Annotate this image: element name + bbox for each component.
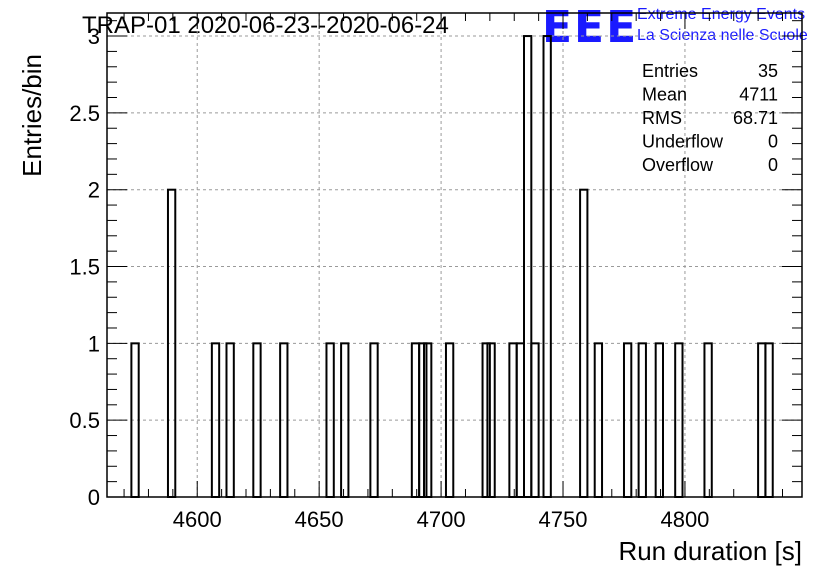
y-tick-label-2: 1 bbox=[88, 331, 100, 356]
y-tick-label-1: 0.5 bbox=[69, 408, 100, 433]
stats-box: Entries 35 Mean 4711 RMS 68.71 Underflow 0 Overf… bbox=[642, 61, 778, 175]
stats-value-1: 4711 bbox=[739, 85, 778, 105]
stats-label-0: Entries bbox=[642, 61, 698, 81]
stats-value-4: 0 bbox=[768, 155, 778, 175]
eee-logo-mark: EEE bbox=[542, 2, 638, 53]
stats-label-4: Overflow bbox=[642, 155, 714, 175]
y-tick-label-5: 2.5 bbox=[69, 101, 100, 126]
stats-label-1: Mean bbox=[642, 85, 687, 105]
tick-labels: 4600 4650 4700 4750 4800 0 0.5 1 1.5 2 2.5 3 bbox=[69, 24, 709, 532]
stats-value-2: 68.71 bbox=[733, 108, 778, 128]
stats-label-2: RMS bbox=[642, 108, 682, 128]
y-axis-title: Entries/bin bbox=[17, 54, 47, 177]
eee-logo-line2: La Scienza nelle Scuole bbox=[637, 27, 808, 44]
plot-frame bbox=[106, 12, 803, 498]
x-tick-label-1: 4650 bbox=[295, 507, 344, 532]
x-tick-label-4: 4800 bbox=[660, 507, 709, 532]
x-tick-label-0: 4600 bbox=[173, 507, 222, 532]
eee-logo: EEE Extreme Energy Events La Scienza nel… bbox=[542, 2, 808, 53]
y-tick-label-6: 3 bbox=[88, 24, 100, 49]
grid-lines bbox=[107, 13, 802, 497]
stats-value-0: 35 bbox=[758, 61, 778, 81]
y-tick-label-4: 2 bbox=[88, 178, 100, 203]
x-tick-label-2: 4700 bbox=[417, 507, 466, 532]
y-tick-label-0: 0 bbox=[88, 485, 100, 510]
stats-value-3: 0 bbox=[768, 132, 778, 152]
y-tick-label-3: 1.5 bbox=[69, 255, 100, 280]
x-tick-label-3: 4750 bbox=[539, 507, 588, 532]
eee-logo-line1: Extreme Energy Events bbox=[637, 6, 805, 23]
stats-label-3: Underflow bbox=[642, 132, 724, 152]
x-axis-title: Run duration [s] bbox=[618, 536, 802, 566]
chart-title: TRAP-01 2020-06-23--2020-06-24 bbox=[82, 12, 449, 39]
plot-border bbox=[106, 12, 803, 498]
